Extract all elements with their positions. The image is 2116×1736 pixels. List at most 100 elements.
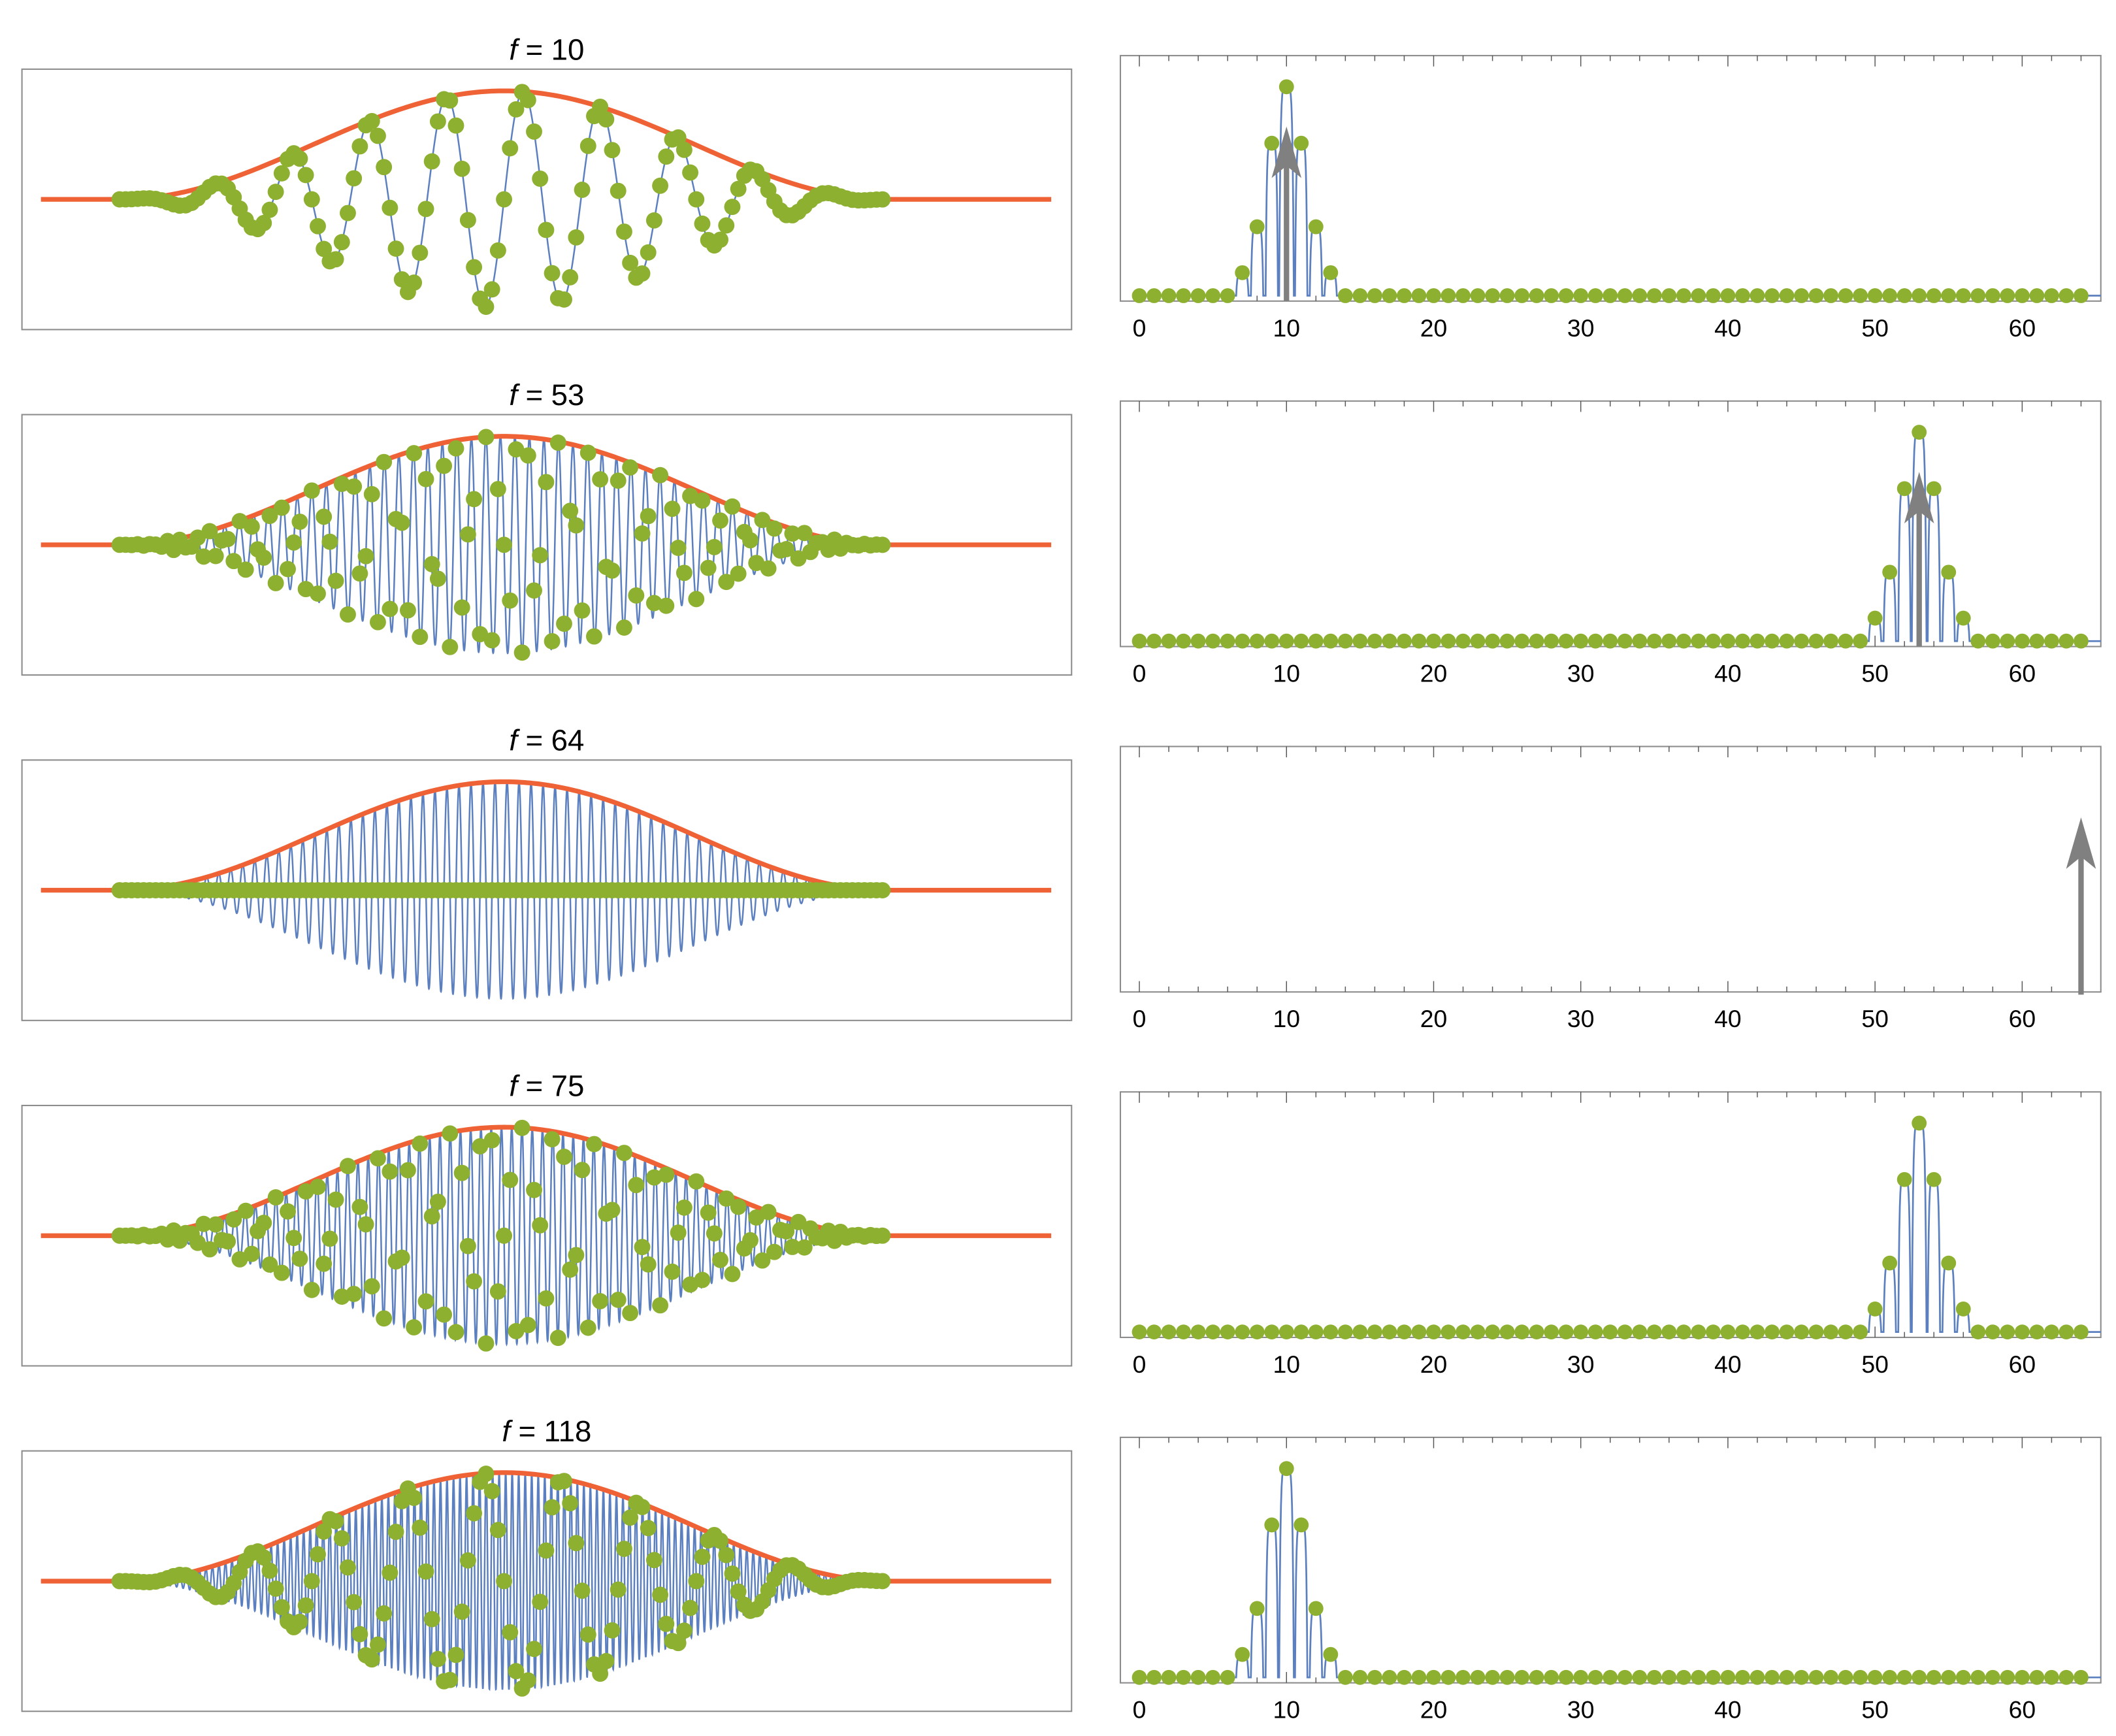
sample-point <box>316 508 333 525</box>
sample-point <box>664 500 681 517</box>
sample-point <box>579 1319 596 1336</box>
spectrum-bin-point <box>1205 1669 1221 1685</box>
spectrum-bin-point <box>1926 288 1942 303</box>
x-tick-label: 10 <box>1273 314 1300 342</box>
spectrum-bin-point <box>1632 1669 1648 1685</box>
sample-point <box>519 1672 536 1689</box>
sample-point <box>382 1564 399 1581</box>
spectrum-bin-point <box>1337 288 1353 303</box>
spectrum-bin-point <box>1720 633 1736 649</box>
sample-point <box>363 1651 380 1668</box>
sample-point <box>363 485 380 502</box>
spectrum-bin-point <box>1499 288 1515 303</box>
sample-point <box>568 229 585 246</box>
sample-point <box>291 1251 308 1268</box>
title-value: 75 <box>551 1069 585 1102</box>
sample-point <box>273 499 290 516</box>
sample-point <box>532 547 549 564</box>
sample-point <box>778 1223 795 1240</box>
sample-point <box>357 548 374 565</box>
spectrum-panel-1: 0 10 20 30 40 50 60 <box>1119 55 2102 342</box>
sample-point <box>532 1594 549 1611</box>
spectrum-bin-point <box>1352 1669 1368 1685</box>
sample-point <box>508 101 525 118</box>
spectrum-bin-point <box>1632 288 1648 303</box>
spectrum-bin-point <box>1161 288 1177 303</box>
sample-point <box>694 492 711 509</box>
sample-point <box>730 1198 747 1215</box>
x-tick-label: 20 <box>1420 1005 1448 1032</box>
x-tick-label: 20 <box>1420 1351 1448 1378</box>
title-equals: = <box>526 1069 544 1102</box>
sample-point <box>778 541 795 557</box>
spectrum-bin-point <box>1161 1669 1177 1685</box>
spectrum-bin-point <box>1867 1669 1883 1685</box>
sample-point <box>448 117 464 134</box>
sample-point <box>376 453 393 470</box>
spectrum-bin-point <box>1617 1324 1633 1340</box>
spectrum-bin-point <box>2059 1324 2074 1340</box>
sample-point <box>640 244 657 261</box>
sample-point <box>483 1482 500 1499</box>
sample-point <box>610 1291 627 1308</box>
spectrum-bin-point <box>1720 1669 1736 1685</box>
plot-frame <box>1119 1436 2102 1684</box>
sample-point <box>291 150 308 167</box>
sample-point <box>652 467 669 483</box>
spectrum-bin-point <box>1955 610 1971 626</box>
sample-point <box>237 1202 254 1219</box>
x-tick-label: 10 <box>1273 1696 1300 1724</box>
spectrum-bin-point <box>1499 1669 1515 1685</box>
sample-point <box>658 1615 675 1632</box>
title-variable: f <box>509 33 520 66</box>
spectrum-bin-point <box>2059 1669 2074 1685</box>
spectrum-bin-point <box>1382 1324 1397 1340</box>
sample-point <box>327 1513 344 1530</box>
title-equals: = <box>526 33 544 66</box>
spectrum-bin-point <box>1617 1669 1633 1685</box>
sample-point <box>610 182 627 199</box>
spectrum-bin-point <box>1720 288 1736 303</box>
spectrum-bin-point <box>1735 633 1750 649</box>
sample-point <box>340 606 356 623</box>
x-tick-label: 0 <box>1133 659 1147 687</box>
spectrum-bin-point <box>2029 288 2045 303</box>
sample-point <box>201 1241 218 1258</box>
spectrum-bin-point <box>1278 1461 1294 1477</box>
spectrum-bin-point <box>1646 1669 1662 1685</box>
spectrum-bin-point <box>1382 288 1397 303</box>
panel-title: f = 53 <box>509 378 584 412</box>
sample-point <box>622 459 639 476</box>
sample-point <box>466 491 483 508</box>
spectrum-panel-4: 0 10 20 30 40 50 60 <box>1119 1091 2102 1378</box>
spectrum-bin-point <box>1397 1324 1412 1340</box>
spectrum-bin-point <box>1249 219 1265 235</box>
sample-point <box>670 1224 687 1241</box>
sample-point <box>496 1573 512 1590</box>
spectrum-bin-point <box>1176 1324 1192 1340</box>
sample-point <box>316 1523 333 1540</box>
panel-title: f = 64 <box>509 724 584 757</box>
spectrum-bin-point <box>1823 1324 1839 1340</box>
sample-point <box>628 1177 645 1194</box>
sample-point <box>255 214 272 231</box>
true-frequency-arrow-head-icon <box>1271 126 1302 178</box>
sample-point <box>429 1650 446 1667</box>
x-tick-label: 0 <box>1133 314 1147 342</box>
spectrum-bin-point <box>1794 1324 1809 1340</box>
title-equals: = <box>519 1415 536 1448</box>
sample-point <box>316 1255 333 1272</box>
x-tick-label: 30 <box>1567 1351 1595 1378</box>
sample-point <box>387 1524 404 1541</box>
sample-point <box>712 512 729 529</box>
spectrum-bin-point <box>1411 288 1427 303</box>
spectrum-bin-point <box>1573 633 1589 649</box>
spectrum-bin-point <box>1278 1324 1294 1340</box>
sample-point <box>267 1580 284 1597</box>
sample-point <box>466 1273 483 1290</box>
spectrum-bin-point <box>1661 1669 1677 1685</box>
sample-point <box>556 615 572 632</box>
sample-point <box>310 218 326 235</box>
spectrum-bin-point <box>1235 1646 1250 1662</box>
spectrum-bin-point <box>1750 288 1765 303</box>
